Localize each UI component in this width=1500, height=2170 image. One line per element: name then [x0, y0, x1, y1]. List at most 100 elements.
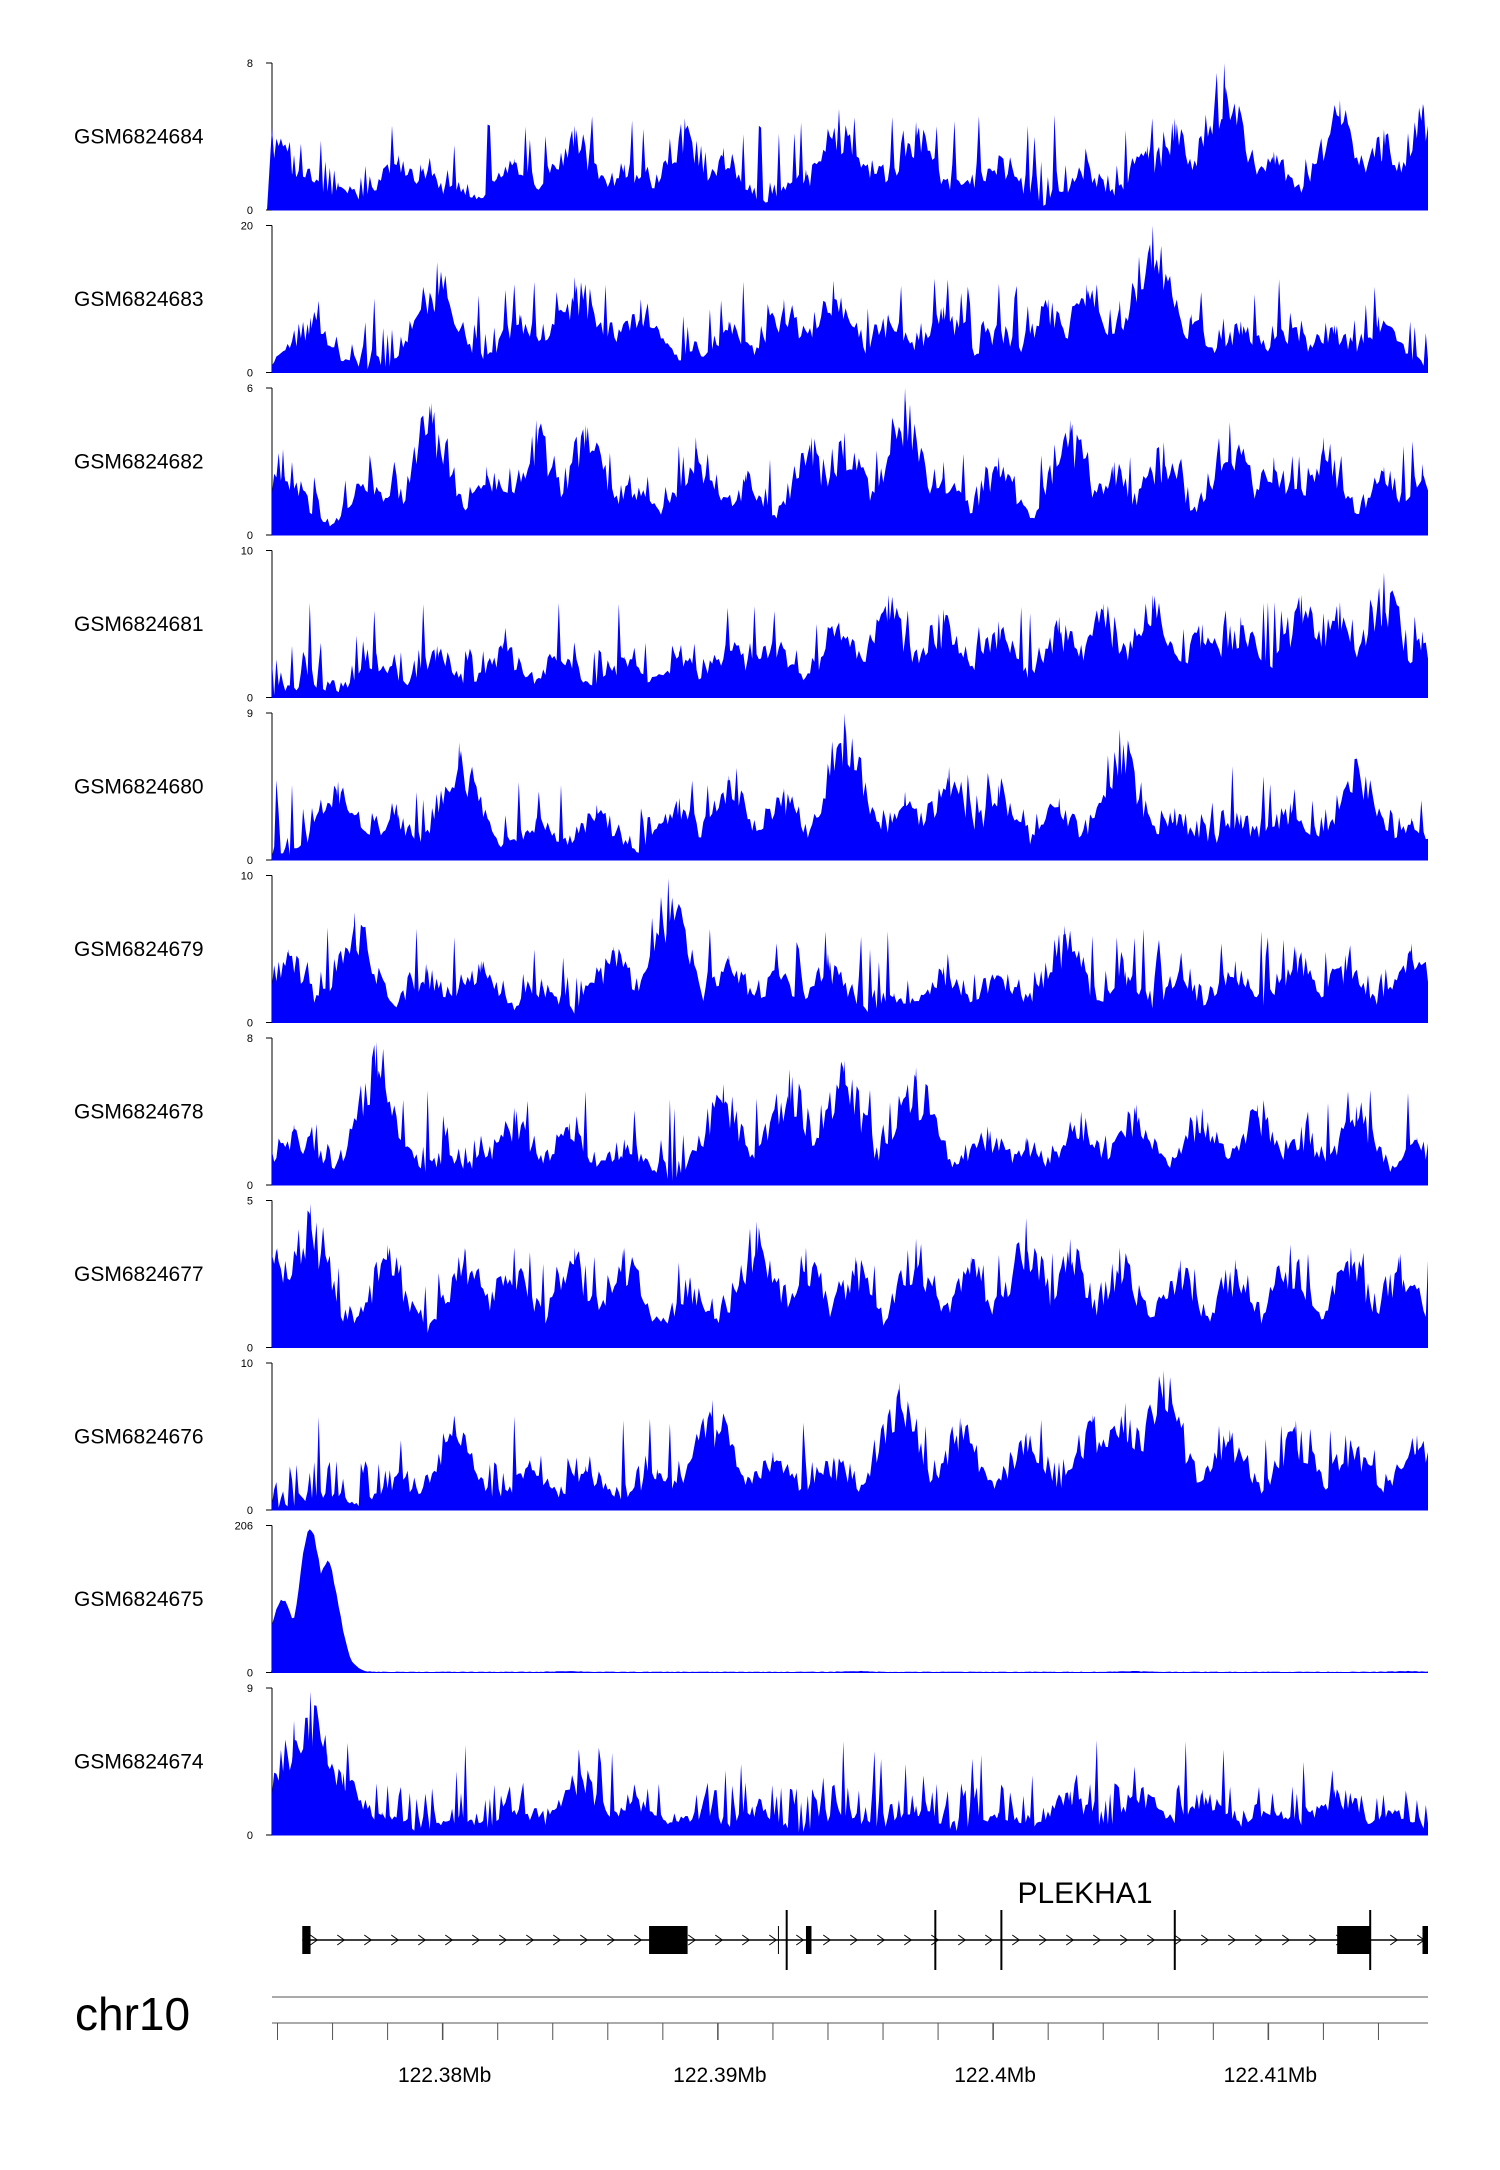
peak-mark: [1114, 729, 1125, 860]
y-tick-label-zero: 0: [247, 855, 253, 867]
peak-mark: [1285, 802, 1296, 860]
track-label: GSM6824680: [74, 776, 204, 799]
peak-mark: [393, 1473, 404, 1510]
peak-mark: [1285, 321, 1296, 373]
peak-mark: [1087, 1414, 1098, 1510]
peak-mark: [1230, 1259, 1241, 1348]
peak-mark: [371, 1041, 382, 1185]
peak-mark: [839, 713, 850, 860]
peak-mark: [377, 1812, 388, 1835]
coverage-area: [272, 1210, 1428, 1348]
peak-mark: [993, 621, 1004, 698]
peak-mark: [911, 121, 922, 210]
peak-mark: [767, 1451, 778, 1510]
peak-mark: [1109, 461, 1120, 535]
peak-mark: [1389, 1808, 1400, 1835]
strand-chevron: [741, 1934, 751, 1946]
peak-mark: [1334, 99, 1345, 210]
track-GSM6824684: GSM6824684 8 0: [74, 58, 1428, 217]
y-tick-label-zero: 0: [247, 693, 253, 705]
peak-mark: [454, 1815, 465, 1835]
peak-mark: [1120, 1402, 1131, 1510]
peak-mark: [459, 1247, 470, 1348]
peak-mark: [778, 788, 789, 860]
track-label: GSM6824674: [74, 1751, 204, 1774]
peak-mark: [619, 1247, 630, 1348]
coverage-area: [272, 587, 1428, 698]
peak-mark: [580, 1465, 591, 1510]
peak-mark: [514, 313, 525, 373]
track-GSM6824682: GSM6824682 6 0: [74, 383, 1428, 542]
track-GSM6824683: GSM6824683 20 0: [74, 221, 1428, 380]
axis-tick-label: 122.41Mb: [1224, 2064, 1317, 2087]
peak-mark: [1334, 602, 1345, 698]
y-tick-label-max: 10: [241, 871, 253, 883]
coverage-area: [272, 400, 1428, 535]
strand-chevron: [849, 1934, 859, 1946]
peak-mark: [1406, 943, 1417, 1023]
peak-mark: [1175, 1259, 1186, 1348]
strand-chevron: [471, 1934, 481, 1946]
peak-mark: [333, 182, 344, 210]
strand-chevron: [1011, 1934, 1021, 1946]
peak-mark: [415, 164, 426, 210]
peak-mark: [514, 1808, 525, 1835]
peak-mark: [1345, 1439, 1356, 1510]
peak-mark: [778, 299, 789, 373]
axis-tick-label: 122.39Mb: [673, 2064, 766, 2087]
peak-mark: [800, 169, 811, 210]
peak-mark: [1065, 1238, 1076, 1348]
peak-mark: [393, 814, 404, 860]
peak-mark: [608, 946, 619, 1023]
peak-mark: [305, 682, 316, 698]
peak-mark: [1285, 1244, 1296, 1348]
peak-mark: [305, 1691, 316, 1835]
strand-chevron: [714, 1934, 724, 1946]
peak-mark: [993, 456, 1004, 535]
peak-mark: [663, 878, 674, 1023]
peak-mark: [536, 978, 547, 1023]
peak-mark: [993, 321, 1004, 373]
peak-mark: [740, 473, 751, 535]
peak-mark: [685, 1276, 696, 1348]
exon-block: [1337, 1926, 1371, 1954]
peak-mark: [1268, 1807, 1279, 1835]
peak-mark: [393, 154, 404, 210]
strand-chevron: [444, 1934, 454, 1946]
y-tick-label-max: 20: [241, 221, 253, 233]
peak-mark: [289, 1720, 300, 1835]
strand-chevron: [1254, 1934, 1264, 1946]
peak-mark: [1059, 925, 1070, 1023]
gene-annotation-track: PLEKHA1: [302, 1877, 1428, 1970]
peak-mark: [564, 1122, 575, 1185]
exon-block: [649, 1926, 688, 1954]
peak-mark: [498, 641, 509, 698]
y-tick-label-zero: 0: [247, 1180, 253, 1192]
peak-mark: [337, 1671, 362, 1673]
peak-mark: [1411, 1435, 1422, 1510]
peak-mark: [889, 993, 900, 1023]
peak-mark: [751, 1221, 762, 1348]
peak-mark: [580, 424, 591, 535]
track-GSM6824679: GSM6824679 10 0: [74, 871, 1428, 1030]
peak-mark: [993, 784, 1004, 860]
track-label: GSM6824682: [74, 451, 204, 474]
peak-mark: [619, 1139, 630, 1185]
peak-mark: [1043, 299, 1054, 373]
peak-mark: [454, 742, 465, 860]
exon-block: [302, 1926, 311, 1954]
peak-mark: [481, 466, 492, 535]
peak-mark: [1065, 1790, 1076, 1835]
peak-mark: [382, 1244, 393, 1348]
strand-chevron: [363, 1934, 373, 1946]
peak-mark: [569, 1247, 580, 1348]
peak-mark: [619, 164, 630, 210]
peak-mark: [1147, 225, 1158, 373]
track-GSM6824677: GSM6824677 5 0: [74, 1196, 1428, 1355]
axis-tick-label: 122.4Mb: [954, 2064, 1036, 2087]
peak-mark: [767, 635, 778, 698]
peak-mark: [707, 1399, 718, 1510]
strand-chevron: [768, 1934, 778, 1946]
peak-mark: [1329, 324, 1340, 373]
peak-mark: [993, 1812, 1004, 1835]
